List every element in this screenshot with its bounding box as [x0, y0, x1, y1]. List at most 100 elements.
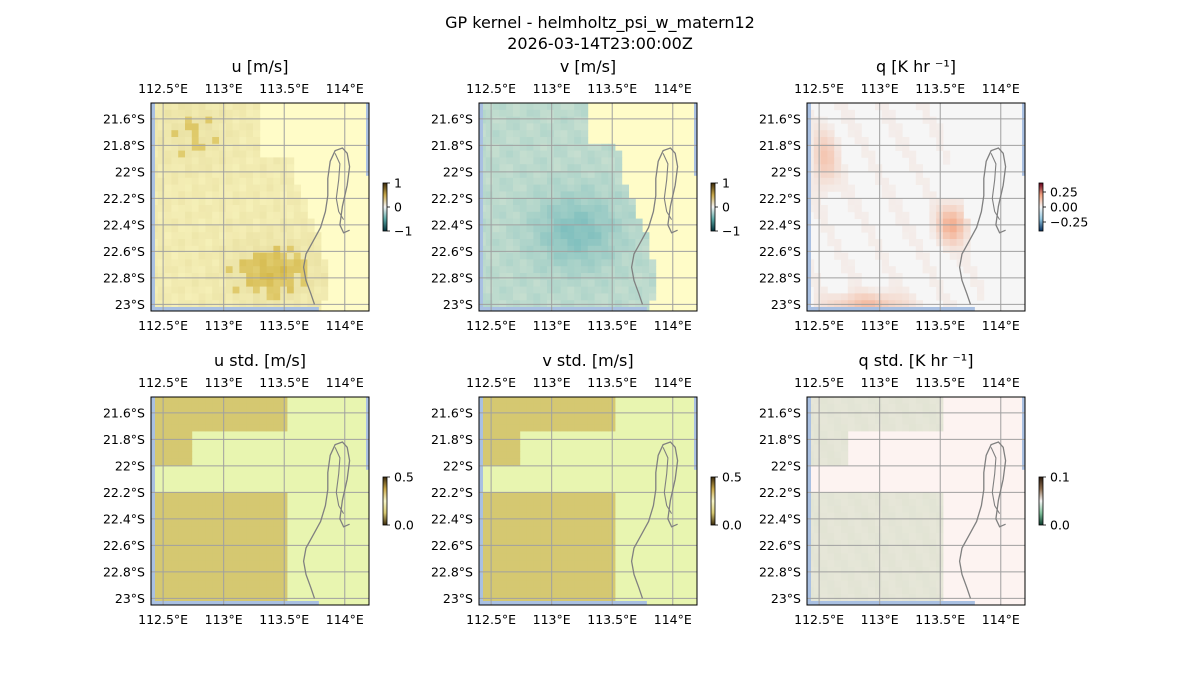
panel-frame: [150, 102, 370, 312]
x-tick-label-top: 114°E: [654, 375, 692, 390]
y-tick-label: 22°S: [443, 458, 473, 473]
colorbar: [382, 476, 388, 526]
colorbar-tick-label: 0.0: [394, 518, 414, 533]
coastline: [958, 147, 1007, 305]
y-tick-label: 21.8°S: [103, 432, 145, 447]
x-tick-label-bottom: 112.5°E: [466, 318, 516, 333]
y-tick-label: 21.6°S: [759, 405, 801, 420]
ocean-edge: [366, 103, 369, 176]
figure-title: GP kernel - helmholtz_psi_w_matern12: [445, 13, 755, 33]
coastline: [334, 153, 345, 220]
colorbar-tick-label: 0: [722, 200, 730, 215]
y-tick-label: 22.8°S: [431, 270, 473, 285]
panel-title: u [m/s]: [231, 57, 288, 76]
panel-frame: [806, 396, 1026, 606]
ocean-edge: [151, 103, 155, 311]
x-tick-label-bottom: 112.5°E: [794, 612, 844, 627]
y-tick-label: 22.6°S: [759, 538, 801, 553]
ocean-edge: [479, 307, 647, 311]
figure-subtitle: 2026-03-14T23:00:00Z: [507, 34, 693, 53]
y-tick-label: 22°S: [115, 458, 145, 473]
y-tick-label: 22.2°S: [759, 485, 801, 500]
x-tick-label-bottom: 113.5°E: [915, 318, 965, 333]
y-tick-label: 22.6°S: [103, 244, 145, 259]
y-tick-label: 22.4°S: [431, 511, 473, 526]
ocean-edge: [151, 601, 319, 605]
map-panel: v std. [m/s] 112.5°E 112.5°E 113°E 113°E 113.…: [431, 351, 742, 627]
colorbar: [1038, 476, 1044, 526]
y-tick-label: 22.8°S: [759, 564, 801, 579]
y-tick-label: 22°S: [771, 164, 801, 179]
colorbar: [710, 182, 716, 232]
y-tick-label: 22°S: [443, 164, 473, 179]
x-tick-label-bottom: 113.5°E: [915, 612, 965, 627]
colorbar-tick-label: 1: [394, 176, 402, 191]
x-tick-label-top: 114°E: [654, 81, 692, 96]
x-tick-label-bottom: 113°E: [205, 318, 243, 333]
ocean-edge: [479, 103, 483, 311]
x-tick-label-bottom: 113°E: [205, 612, 243, 627]
y-tick-label: 23°S: [771, 297, 801, 312]
panel-title: v std. [m/s]: [542, 351, 633, 370]
colorbar: [382, 182, 388, 232]
x-tick-label-bottom: 113°E: [861, 318, 899, 333]
y-tick-label: 21.8°S: [759, 138, 801, 153]
x-tick-label-top: 112.5°E: [794, 81, 844, 96]
coastline: [662, 447, 673, 514]
x-tick-label-top: 114°E: [326, 375, 364, 390]
ocean-edge: [151, 307, 319, 311]
coastline: [334, 447, 345, 514]
colorbar-tick-label: 0.00: [1050, 200, 1078, 215]
y-tick-label: 22.2°S: [431, 485, 473, 500]
y-tick-label: 22.4°S: [759, 511, 801, 526]
y-tick-label: 21.6°S: [103, 111, 145, 126]
x-tick-label-bottom: 113°E: [533, 318, 571, 333]
x-tick-label-bottom: 114°E: [654, 612, 692, 627]
coastline: [990, 447, 1001, 514]
y-tick-label: 22.8°S: [431, 564, 473, 579]
colorbar-tick-label: −1: [394, 224, 412, 239]
map-panel: q std. [K hr ⁻¹] 112.5°E 112.5°E 113°E 113°E…: [759, 351, 1070, 627]
x-tick-label-bottom: 113.5°E: [259, 612, 309, 627]
panel-grid: u [m/s]112.5°E112.5°E113°E113°E113.5°E11…: [103, 57, 1088, 627]
y-tick-label: 22.6°S: [103, 538, 145, 553]
coastline: [662, 153, 673, 220]
ocean-edge: [807, 601, 975, 605]
y-tick-label: 23°S: [443, 297, 473, 312]
y-tick-label: 22.2°S: [103, 191, 145, 206]
map-panel: u [m/s]112.5°E112.5°E113°E113°E113.5°E11…: [103, 57, 412, 333]
y-tick-label: 21.6°S: [103, 405, 145, 420]
y-tick-label: 21.6°S: [431, 405, 473, 420]
colorbar-tick-label: 0.0: [722, 518, 742, 533]
y-tick-label: 21.6°S: [431, 111, 473, 126]
x-tick-label-bottom: 112.5°E: [138, 612, 188, 627]
x-tick-label-bottom: 114°E: [982, 318, 1020, 333]
x-tick-label-bottom: 114°E: [326, 612, 364, 627]
map-panel: u std. [m/s] 112.5°E 112.5°E 113°E 113°E 113.…: [103, 351, 414, 627]
x-tick-label-bottom: 113°E: [861, 612, 899, 627]
coastline: [302, 441, 351, 599]
x-tick-label-top: 113.5°E: [915, 375, 965, 390]
x-tick-label-top: 112.5°E: [138, 81, 188, 96]
x-tick-label-bottom: 114°E: [654, 318, 692, 333]
y-tick-label: 22°S: [115, 164, 145, 179]
coastline: [958, 441, 1007, 599]
x-tick-label-top: 113.5°E: [587, 81, 637, 96]
coastline: [302, 147, 351, 305]
panel-frame: [806, 102, 1026, 312]
colorbar-tick-label: −0.25: [1050, 215, 1088, 230]
colorbar: [1038, 182, 1044, 232]
x-tick-label-bottom: 112.5°E: [138, 318, 188, 333]
x-tick-label-top: 114°E: [982, 81, 1020, 96]
y-tick-label: 22.8°S: [103, 564, 145, 579]
panel-title: u std. [m/s]: [214, 351, 306, 370]
x-tick-label-bottom: 113°E: [533, 612, 571, 627]
x-tick-label-top: 113°E: [861, 375, 899, 390]
y-tick-label: 21.8°S: [759, 432, 801, 447]
map-panel: q [K hr ⁻¹] 112.5°E 112.5°E 113°E 113°E 113.5…: [759, 57, 1088, 333]
x-tick-label-bottom: 114°E: [326, 318, 364, 333]
y-tick-label: 22.2°S: [431, 191, 473, 206]
x-tick-label-top: 113°E: [861, 81, 899, 96]
x-tick-label-top: 113.5°E: [259, 375, 309, 390]
x-tick-label-bottom: 114°E: [982, 612, 1020, 627]
